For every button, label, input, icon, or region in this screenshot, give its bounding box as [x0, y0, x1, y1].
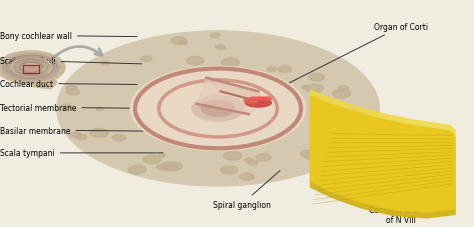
- Circle shape: [90, 129, 108, 138]
- Circle shape: [102, 62, 109, 65]
- Circle shape: [338, 86, 349, 91]
- Circle shape: [27, 66, 35, 70]
- Circle shape: [159, 163, 177, 171]
- Circle shape: [304, 152, 322, 160]
- Circle shape: [260, 98, 266, 101]
- Circle shape: [221, 59, 239, 67]
- Circle shape: [62, 105, 72, 109]
- Circle shape: [2, 54, 59, 82]
- Circle shape: [67, 89, 80, 96]
- Circle shape: [96, 108, 103, 111]
- Circle shape: [22, 64, 39, 72]
- Ellipse shape: [244, 99, 258, 104]
- Circle shape: [66, 86, 77, 91]
- Circle shape: [112, 135, 126, 141]
- Polygon shape: [310, 96, 455, 212]
- Circle shape: [141, 57, 152, 62]
- Polygon shape: [197, 78, 263, 115]
- Text: Basilar membrane: Basilar membrane: [0, 126, 156, 135]
- Circle shape: [333, 90, 351, 99]
- Text: Spiral ganglion: Spiral ganglion: [213, 171, 280, 209]
- Circle shape: [256, 154, 271, 161]
- Circle shape: [130, 67, 306, 151]
- Circle shape: [250, 98, 257, 101]
- Circle shape: [264, 98, 271, 101]
- Circle shape: [17, 61, 45, 75]
- Circle shape: [310, 136, 319, 140]
- Text: Bony cochlear wall: Bony cochlear wall: [0, 32, 137, 41]
- Circle shape: [267, 67, 277, 72]
- Circle shape: [156, 165, 166, 170]
- Circle shape: [143, 155, 161, 164]
- Circle shape: [158, 154, 165, 158]
- Circle shape: [178, 42, 187, 46]
- Text: Organ of Corti: Organ of Corti: [275, 23, 428, 91]
- Ellipse shape: [246, 99, 272, 108]
- Circle shape: [201, 101, 235, 117]
- Text: Tectorial membrane: Tectorial membrane: [0, 103, 151, 112]
- Circle shape: [165, 162, 182, 171]
- Text: Scala tympani: Scala tympani: [0, 149, 163, 158]
- Circle shape: [245, 158, 253, 163]
- Text: Cochlear duct: Cochlear duct: [0, 79, 137, 89]
- Circle shape: [0, 52, 65, 84]
- Circle shape: [221, 166, 237, 174]
- Circle shape: [216, 46, 226, 50]
- Circle shape: [10, 58, 52, 78]
- FancyBboxPatch shape: [23, 66, 39, 74]
- Circle shape: [310, 98, 324, 104]
- Polygon shape: [310, 91, 455, 207]
- Circle shape: [309, 74, 325, 82]
- Text: Scala vestibuli: Scala vestibuli: [0, 57, 142, 66]
- Circle shape: [240, 173, 254, 180]
- Circle shape: [342, 146, 350, 150]
- Circle shape: [192, 96, 244, 121]
- Circle shape: [255, 98, 262, 101]
- Circle shape: [301, 151, 314, 157]
- Circle shape: [318, 150, 327, 154]
- Circle shape: [187, 57, 204, 65]
- Circle shape: [339, 141, 354, 149]
- Circle shape: [278, 67, 292, 73]
- Circle shape: [223, 152, 242, 160]
- Polygon shape: [310, 102, 455, 218]
- Circle shape: [57, 32, 379, 186]
- Circle shape: [248, 160, 258, 165]
- Circle shape: [128, 166, 146, 174]
- Polygon shape: [206, 78, 263, 103]
- Circle shape: [70, 132, 82, 138]
- Circle shape: [302, 86, 310, 89]
- Circle shape: [335, 111, 343, 115]
- Circle shape: [306, 85, 323, 93]
- Text: Cochlear branch
of N VIII: Cochlear branch of N VIII: [369, 187, 432, 224]
- Circle shape: [210, 34, 219, 39]
- Circle shape: [328, 142, 344, 149]
- Circle shape: [171, 38, 187, 45]
- Circle shape: [76, 135, 87, 140]
